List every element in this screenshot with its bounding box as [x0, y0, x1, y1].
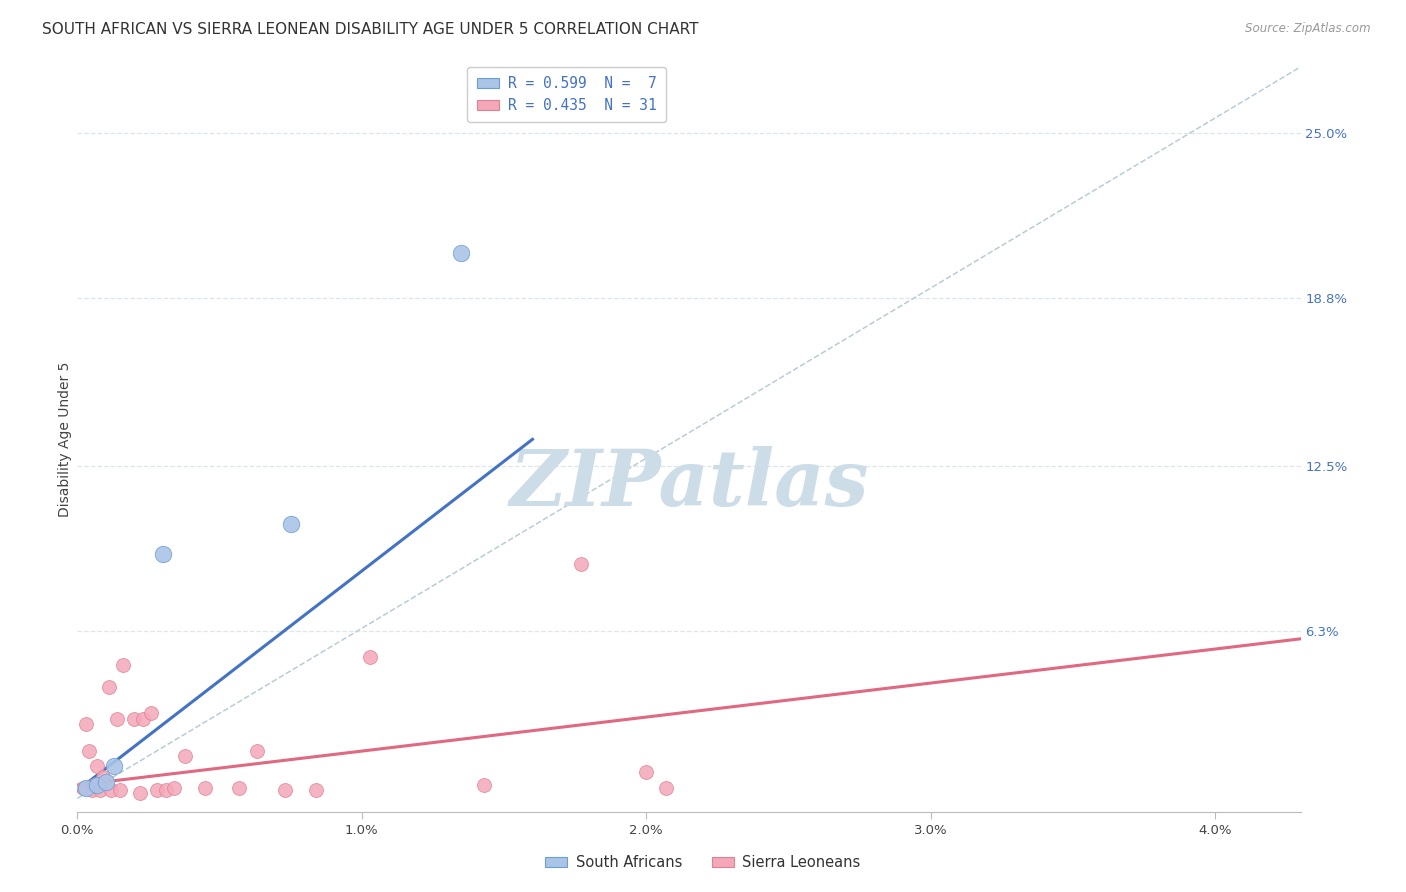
- Legend: R = 0.599  N =  7, R = 0.435  N = 31: R = 0.599 N = 7, R = 0.435 N = 31: [467, 67, 666, 122]
- Point: [655, 780, 678, 795]
- Point: [152, 547, 174, 561]
- Point: [75, 717, 97, 731]
- Point: [569, 558, 592, 572]
- Point: [450, 246, 472, 260]
- Point: [100, 783, 122, 797]
- Point: [111, 658, 134, 673]
- Point: [174, 748, 197, 763]
- Point: [94, 775, 117, 789]
- Point: [274, 783, 297, 797]
- Point: [105, 712, 128, 726]
- Legend: South Africans, Sierra Leoneans: South Africans, Sierra Leoneans: [540, 849, 866, 876]
- Text: SOUTH AFRICAN VS SIERRA LEONEAN DISABILITY AGE UNDER 5 CORRELATION CHART: SOUTH AFRICAN VS SIERRA LEONEAN DISABILI…: [42, 22, 699, 37]
- Point: [155, 783, 177, 797]
- Point: [636, 764, 658, 779]
- Point: [89, 783, 111, 797]
- Point: [472, 778, 495, 792]
- Point: [280, 517, 302, 532]
- Point: [83, 778, 105, 792]
- Point: [80, 783, 103, 797]
- Point: [77, 743, 100, 757]
- Point: [305, 783, 328, 797]
- Text: ZIPatlas: ZIPatlas: [509, 446, 869, 522]
- Point: [122, 712, 145, 726]
- Point: [194, 780, 217, 795]
- Point: [72, 780, 94, 795]
- Point: [245, 743, 267, 757]
- Point: [97, 680, 120, 694]
- Point: [163, 780, 186, 795]
- Point: [86, 778, 108, 792]
- Y-axis label: Disability Age Under 5: Disability Age Under 5: [58, 361, 72, 517]
- Point: [228, 780, 250, 795]
- Point: [141, 706, 163, 721]
- Point: [108, 783, 131, 797]
- Point: [103, 759, 125, 773]
- Point: [146, 783, 169, 797]
- Point: [359, 650, 381, 665]
- Point: [129, 786, 152, 800]
- Point: [75, 780, 97, 795]
- Point: [91, 770, 114, 784]
- Point: [132, 712, 155, 726]
- Text: Source: ZipAtlas.com: Source: ZipAtlas.com: [1246, 22, 1371, 36]
- Point: [86, 759, 108, 773]
